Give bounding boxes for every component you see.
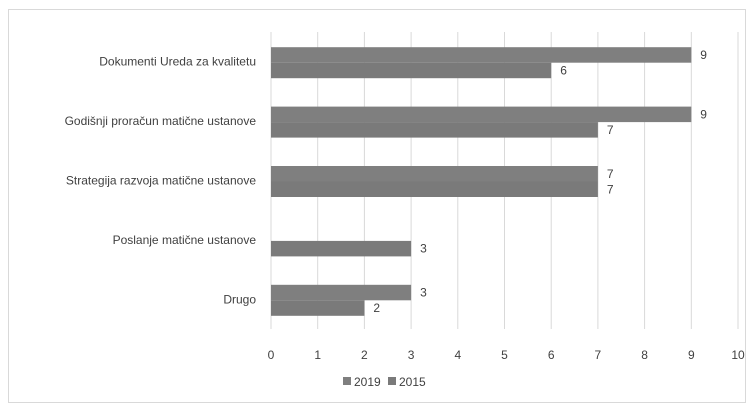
bar-2015-3 bbox=[271, 240, 412, 257]
data-label-2015-1: 7 bbox=[607, 123, 614, 137]
category-label-4: Drugo bbox=[223, 292, 256, 306]
category-label-3: Poslanje matične ustanove bbox=[113, 233, 257, 247]
data-label-2015-2: 7 bbox=[607, 182, 614, 196]
x-tick-label-3: 3 bbox=[408, 348, 415, 362]
x-tick-label-10: 10 bbox=[731, 348, 745, 362]
x-tick-label-8: 8 bbox=[641, 348, 648, 362]
legend-label-2019: 2019 bbox=[354, 375, 381, 389]
x-tick-label-6: 6 bbox=[548, 348, 555, 362]
data-label-2019-0: 9 bbox=[700, 48, 707, 62]
legend: 2019 2015 bbox=[343, 375, 426, 389]
x-tick-label-0: 0 bbox=[268, 348, 275, 362]
bar-2015-2 bbox=[271, 181, 598, 197]
x-tick-label-2: 2 bbox=[361, 348, 368, 362]
legend-label-2015: 2015 bbox=[399, 375, 426, 389]
x-tick-label-4: 4 bbox=[454, 348, 461, 362]
data-label-2019-4: 3 bbox=[420, 286, 427, 300]
category-labels: Dokumenti Ureda za kvalitetu Godišnji pro… bbox=[65, 55, 257, 307]
legend-swatch-2015 bbox=[388, 377, 396, 385]
bars bbox=[271, 47, 692, 316]
data-label-2015-0: 6 bbox=[560, 63, 567, 77]
bar-2019-0 bbox=[271, 47, 692, 63]
category-label-1: Godišnji proračun matične ustanove bbox=[65, 114, 257, 128]
category-label-2: Strategija razvoja matične ustanove bbox=[66, 174, 256, 188]
bar-2019-4 bbox=[271, 284, 412, 301]
bar-2015-1 bbox=[271, 122, 598, 138]
x-tick-label-9: 9 bbox=[688, 348, 695, 362]
bar-2019-2 bbox=[271, 166, 598, 182]
bar-2015-0 bbox=[271, 62, 552, 79]
x-tick-label-7: 7 bbox=[595, 348, 602, 362]
x-tick-label-1: 1 bbox=[314, 348, 321, 362]
x-tick-labels: 0 1 2 3 4 5 6 7 8 9 10 bbox=[268, 348, 745, 362]
bar-2015-4 bbox=[271, 300, 365, 316]
category-label-0: Dokumenti Ureda za kvalitetu bbox=[99, 55, 256, 69]
bar-2019-1 bbox=[271, 106, 692, 123]
data-label-2019-1: 9 bbox=[700, 107, 707, 121]
data-label-2015-3: 3 bbox=[420, 242, 427, 256]
data-label-2015-4: 2 bbox=[373, 301, 380, 315]
x-tick-label-5: 5 bbox=[501, 348, 508, 362]
chart-frame: Dokumenti Ureda za kvalitetu Godišnji pro… bbox=[8, 9, 746, 403]
bar-chart: Dokumenti Ureda za kvalitetu Godišnji pro… bbox=[65, 32, 745, 389]
data-label-2019-2: 7 bbox=[607, 167, 614, 181]
legend-swatch-2019 bbox=[343, 377, 351, 385]
